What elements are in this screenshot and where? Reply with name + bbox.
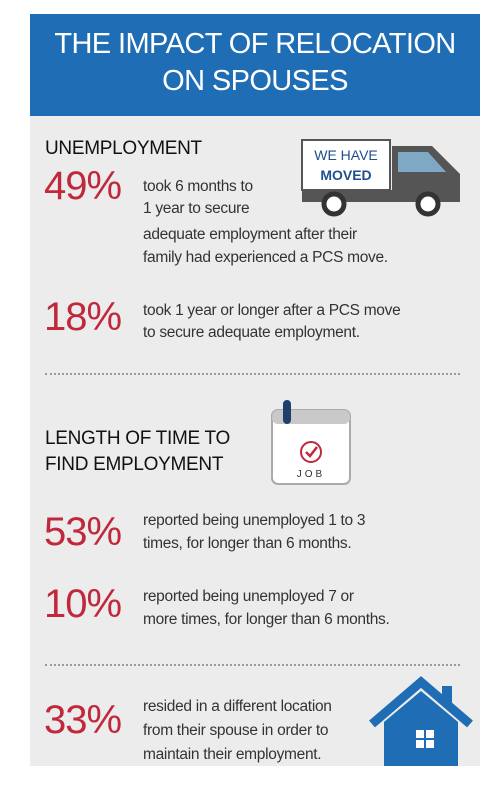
stat-text: took 6 months to — [143, 178, 253, 195]
stat-text: from their spouse in order to — [143, 722, 329, 739]
panel — [30, 116, 480, 766]
icon-text: WE HAVE — [314, 147, 378, 163]
stat-figure: 18% — [44, 295, 122, 339]
divider — [45, 373, 460, 375]
stat-text: times, for longer than 6 months. — [143, 535, 352, 552]
title: THE IMPACT OF RELOCATION — [54, 28, 456, 60]
section-heading: UNEMPLOYMENT — [45, 138, 202, 159]
stat-text: took 1 year or longer after a PCS move — [143, 302, 401, 319]
header: THE IMPACT OF RELOCATION ON SPOUSES — [30, 14, 480, 116]
stat-text: 1 year to secure — [143, 200, 250, 217]
calendar-icon: JOB — [271, 400, 351, 485]
section-heading: FIND EMPLOYMENT — [45, 454, 224, 475]
icon-text: MOVED — [320, 167, 371, 183]
stat-text: more times, for longer than 6 months. — [143, 611, 390, 628]
stat-text: family had experienced a PCS move. — [143, 249, 388, 266]
stat-figure: 10% — [44, 582, 122, 626]
truck-icon: WE HAVE MOVED — [301, 139, 460, 217]
divider — [45, 664, 460, 666]
icon-text: JOB — [297, 469, 325, 480]
stat-text: adequate employment after their — [143, 226, 357, 243]
stat-text: resided in a different location — [143, 698, 332, 715]
house-icon — [369, 676, 473, 766]
stat-figure: 53% — [44, 510, 122, 554]
section-heading: LENGTH OF TIME TO — [45, 428, 230, 449]
stat-figure: 33% — [44, 698, 122, 742]
stat-text: to secure adequate employment. — [143, 324, 360, 341]
stat-figure: 49% — [44, 164, 122, 208]
stat-text: maintain their employment. — [143, 746, 322, 763]
stat-text: reported being unemployed 1 to 3 — [143, 512, 366, 529]
title: ON SPOUSES — [162, 65, 348, 97]
stat-text: reported being unemployed 7 or — [143, 588, 354, 605]
